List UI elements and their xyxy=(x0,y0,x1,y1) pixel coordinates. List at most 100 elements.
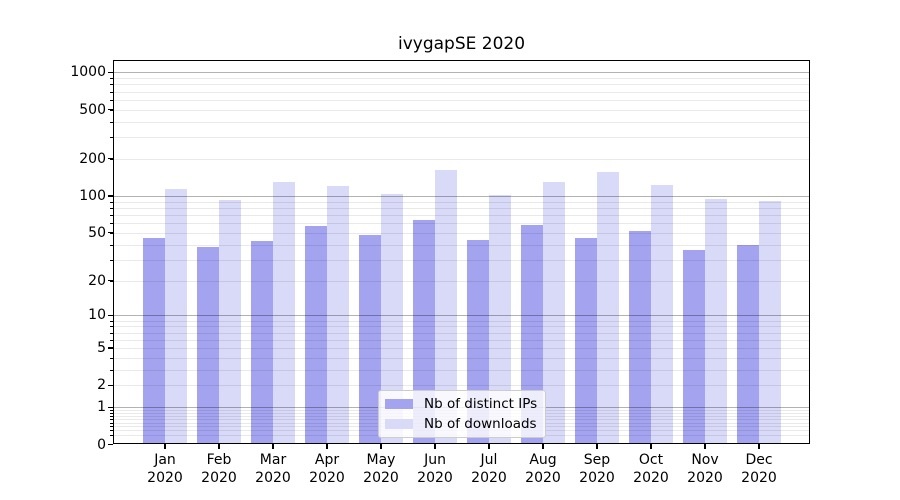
x-tick-label-mar: Mar 2020 xyxy=(246,451,300,487)
gridline-minor xyxy=(113,259,810,261)
x-tick-mark xyxy=(488,444,490,449)
y-minor-tick-mark xyxy=(110,280,113,282)
legend-label-downloads: Nb of downloads xyxy=(424,415,537,432)
gridline-minor xyxy=(113,348,810,349)
y-minor-tick-mark xyxy=(110,332,113,334)
gridline-minor xyxy=(113,158,810,160)
bar-distinct-ips-aug xyxy=(521,224,543,444)
x-tick-year: 2020 xyxy=(687,470,723,486)
x-tick-label-sep: Sep 2020 xyxy=(570,451,624,487)
chart-title: ivygapSE 2020 xyxy=(397,34,526,54)
y-minor-tick-mark xyxy=(110,84,113,86)
bar-downloads-nov xyxy=(705,198,727,444)
y-minor-tick-mark xyxy=(110,223,113,225)
x-tick-mark xyxy=(650,444,652,449)
x-tick-year: 2020 xyxy=(471,470,507,486)
gridline-minor xyxy=(113,207,810,209)
bar-downloads-sep xyxy=(597,171,619,444)
y-tick-label: 10 xyxy=(88,307,106,324)
y-minor-tick-mark xyxy=(110,422,113,424)
bar-downloads-jan xyxy=(165,188,187,444)
y-minor-tick-mark xyxy=(110,201,113,203)
bar-downloads-aug xyxy=(543,181,565,444)
bar-downloads-may xyxy=(381,193,403,444)
y-tick-mark xyxy=(108,314,113,316)
x-tick-month: Sep xyxy=(583,452,611,468)
y-tick-mark xyxy=(108,71,113,74)
x-tick-year: 2020 xyxy=(525,470,561,486)
x-tick-mark xyxy=(542,444,544,449)
x-tick-year: 2020 xyxy=(417,470,453,486)
x-tick-label-feb: Feb 2020 xyxy=(192,451,246,487)
y-tick-mark xyxy=(108,109,113,111)
x-tick-month: Feb xyxy=(206,452,232,468)
y-tick-label: 200 xyxy=(79,150,106,167)
y-minor-tick-mark xyxy=(110,415,113,417)
gridline-major xyxy=(113,72,810,74)
y-tick-label: 0 xyxy=(97,436,106,453)
x-tick-label-oct: Oct 2020 xyxy=(624,451,678,487)
gridline-minor xyxy=(113,78,810,80)
gridline-minor xyxy=(113,109,810,111)
y-minor-tick-mark xyxy=(110,137,113,139)
legend: Nb of distinct IPs Nb of downloads xyxy=(378,390,546,438)
x-tick-year: 2020 xyxy=(633,470,669,486)
bar-downloads-mar xyxy=(273,181,295,444)
gridline-major xyxy=(113,315,810,317)
x-tick-year: 2020 xyxy=(201,470,237,486)
y-tick-label: 50 xyxy=(88,224,106,241)
x-tick-month: Oct xyxy=(638,452,664,468)
x-tick-month: Jun xyxy=(424,452,446,468)
bar-downloads-oct xyxy=(651,185,673,444)
gridline-minor xyxy=(113,232,810,234)
y-minor-tick-mark xyxy=(110,109,113,111)
gridline-minor xyxy=(113,214,810,216)
y-minor-tick-mark xyxy=(110,357,113,359)
x-tick-mark xyxy=(704,444,706,449)
plot-area-border xyxy=(113,60,810,444)
legend-swatch-downloads xyxy=(385,419,413,429)
gridline-minor xyxy=(113,280,810,282)
gridline-minor xyxy=(113,244,810,246)
y-minor-tick-mark xyxy=(110,78,113,80)
legend-label-distinct-ips: Nb of distinct IPs xyxy=(424,395,538,412)
y-minor-tick-mark xyxy=(110,419,113,421)
y-minor-tick-mark xyxy=(110,320,113,322)
gridline-minor xyxy=(113,369,810,371)
x-tick-month: Jan xyxy=(154,452,176,468)
x-tick-year: 2020 xyxy=(741,470,777,486)
y-minor-tick-mark xyxy=(110,121,113,123)
y-minor-tick-mark xyxy=(110,91,113,93)
bar-downloads-dec xyxy=(759,200,781,444)
bar-downloads-jun xyxy=(435,169,457,444)
x-tick-year: 2020 xyxy=(579,470,615,486)
x-tick-year: 2020 xyxy=(147,470,183,486)
x-tick-mark xyxy=(596,444,598,449)
x-tick-mark xyxy=(758,444,760,449)
gridline-minor xyxy=(113,121,810,123)
gridline-minor xyxy=(113,99,810,101)
y-tick-label: 2 xyxy=(97,377,106,394)
y-minor-tick-mark xyxy=(110,426,113,428)
x-tick-year: 2020 xyxy=(255,470,291,486)
x-tick-mark xyxy=(380,444,382,449)
bar-distinct-ips-may xyxy=(359,234,381,444)
legend-item-downloads: Nb of downloads xyxy=(385,416,537,433)
gridline-major xyxy=(113,195,810,197)
gridline-minor xyxy=(113,326,810,328)
x-tick-label-may: May 2020 xyxy=(354,451,408,487)
y-minor-tick-mark xyxy=(110,434,113,436)
gridline-minor xyxy=(113,385,810,387)
x-tick-mark xyxy=(434,444,436,449)
x-tick-label-aug: Aug 2020 xyxy=(516,451,570,487)
x-tick-month: Dec xyxy=(745,452,773,468)
y-tick-label: 1 xyxy=(97,399,106,416)
y-minor-tick-mark xyxy=(110,348,113,349)
x-tick-mark xyxy=(326,444,328,449)
gridline-minor xyxy=(113,137,810,139)
y-minor-tick-mark xyxy=(110,385,113,387)
x-tick-month: Jul xyxy=(480,452,498,468)
gridline-minor xyxy=(113,332,810,334)
